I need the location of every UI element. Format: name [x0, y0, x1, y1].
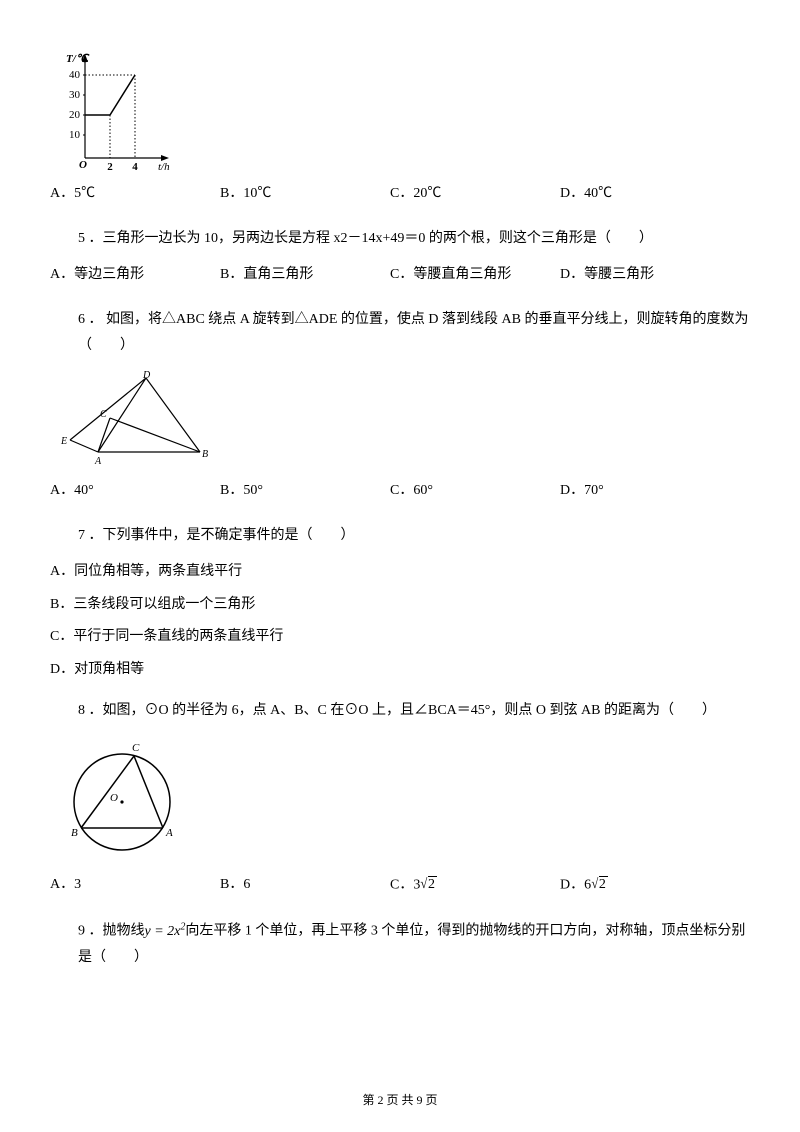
svg-text:C: C [100, 409, 107, 420]
q4-opt-a: A．5℃ [50, 181, 220, 208]
q6-opt-a: A．40° [50, 478, 220, 505]
q8-text: 8 ．如图，⊙O 的半径为 6，点 A、B、C 在⊙O 上，且∠BCA＝45°，… [50, 698, 750, 725]
origin-label: O [79, 159, 87, 171]
q4-opt-c: C．20℃ [390, 181, 560, 208]
q8-d-pre: D．6 [560, 878, 591, 893]
q4-options: A．5℃ B．10℃ C．20℃ D．40℃ [50, 181, 750, 208]
q9-formula-pre: y = 2 [145, 924, 175, 939]
svg-text:O: O [110, 792, 118, 804]
q5-opt-a: A．等边三角形 [50, 262, 220, 289]
ytick-10: 10 [69, 129, 81, 141]
q8-c-pre: C．3 [390, 878, 420, 893]
ytick-40: 40 [69, 69, 81, 81]
ytick-30: 30 [69, 89, 81, 101]
q5-opt-c: C．等腰直角三角形 [390, 262, 560, 289]
q9-pre: 9 ．抛物线 [78, 924, 145, 939]
q7-text: 7 ．下列事件中，是不确定事件的是（ ） [50, 523, 750, 550]
q5-opt-b: B．直角三角形 [220, 262, 390, 289]
q4-opt-d: D．40℃ [560, 181, 730, 208]
svg-text:E: E [60, 436, 67, 447]
q6-opt-b: B．50° [220, 478, 390, 505]
x-axis-label: t/h [158, 161, 170, 173]
svg-text:A: A [165, 827, 173, 839]
q8-figure: A B C O [60, 734, 750, 864]
q6-opt-d: D．70° [560, 478, 730, 505]
q8-opt-a: A．3 [50, 872, 220, 899]
q8-opt-c: C．3√2 [390, 872, 560, 899]
q9-text: 9 ．抛物线y = 2x2向左平移 1 个单位，再上平移 3 个单位，得到的抛物… [50, 917, 750, 972]
svg-text:B: B [202, 449, 208, 460]
q5-opt-d: D．等腰三角形 [560, 262, 730, 289]
q8-opt-d: D．6√2 [560, 872, 730, 899]
svg-text:B: B [71, 827, 78, 839]
q7-opt-b: B．三条线段可以组成一个三角形 [50, 592, 750, 619]
ytick-20: 20 [69, 109, 81, 121]
q5-options: A．等边三角形 B．直角三角形 C．等腰直角三角形 D．等腰三角形 [50, 262, 750, 289]
q6-options: A．40° B．50° C．60° D．70° [50, 478, 750, 505]
q6-figure: A B C D E [60, 370, 750, 470]
q8-options: A．3 B．6 C．3√2 D．6√2 [50, 872, 750, 899]
xtick-2: 2 [107, 161, 113, 173]
q8-d-sqrt: 2 [599, 876, 608, 892]
q7-opt-d: D．对顶角相等 [50, 657, 750, 684]
svg-text:A: A [94, 456, 102, 467]
q4-chart: 40 30 20 10 2 4 O T/℃ t/h [60, 48, 750, 173]
q4-opt-b: B．10℃ [220, 181, 390, 208]
y-axis-label: T/℃ [66, 53, 90, 65]
page-footer: 第 2 页 共 9 页 [50, 1089, 750, 1112]
q5-text: 5 ．三角形一边长为 10，另两边长是方程 x2－14x+49＝0 的两个根，则… [50, 226, 750, 253]
q6-opt-c: C．60° [390, 478, 560, 505]
q8-c-sqrt: 2 [428, 876, 437, 892]
svg-text:D: D [142, 370, 151, 381]
svg-text:C: C [132, 742, 140, 754]
xtick-4: 4 [132, 161, 138, 173]
q6-text: 6 ． 如图，将△ABC 绕点 A 旋转到△ADE 的位置，使点 D 落到线段 … [50, 307, 750, 360]
q7-opt-a: A．同位角相等，两条直线平行 [50, 559, 750, 586]
q7-opt-c: C．平行于同一条直线的两条直线平行 [50, 624, 750, 651]
q8-opt-b: B．6 [220, 872, 390, 899]
